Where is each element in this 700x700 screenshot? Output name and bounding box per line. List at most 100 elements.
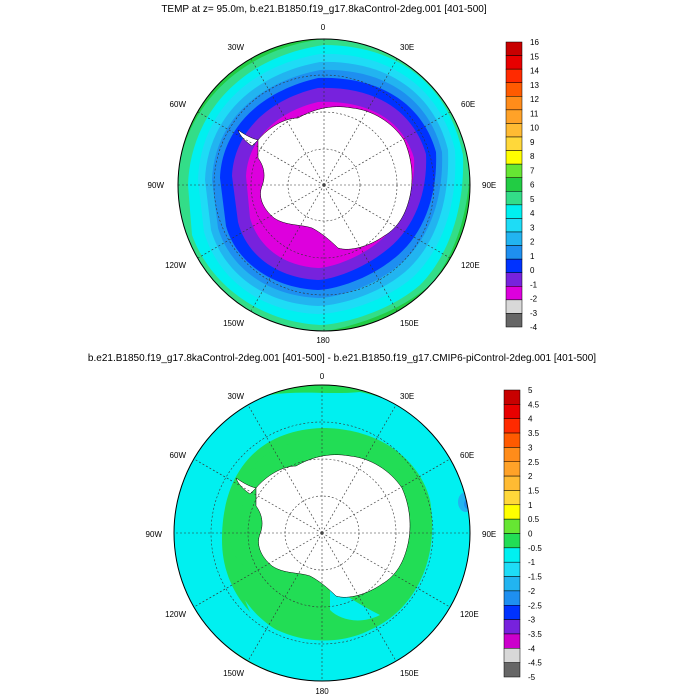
colorbar-label: -3: [528, 616, 536, 625]
svg-text:30W: 30W: [228, 392, 245, 401]
colorbar-label: -4: [530, 323, 538, 332]
colorbar-label: 2.5: [528, 458, 540, 467]
svg-text:120E: 120E: [461, 261, 480, 270]
panel-bottom: b.e21.B1850.f19_g17.8kaControl-2deg.001 …: [88, 353, 596, 696]
svg-text:30E: 30E: [400, 392, 414, 401]
colorbar-label: -2.5: [528, 601, 542, 610]
svg-text:120W: 120W: [165, 261, 186, 270]
colorbar-label: -1.5: [528, 573, 542, 582]
colorbar-swatch: [503, 533, 521, 549]
colorbar-label: 14: [530, 67, 539, 76]
colorbar-swatch: [503, 590, 521, 606]
colorbar-label: 3.5: [528, 429, 540, 438]
colorbar-swatch: [505, 204, 523, 219]
svg-text:90E: 90E: [482, 181, 496, 190]
colorbar-label: 8: [530, 152, 535, 161]
colorbar-swatch: [503, 518, 521, 534]
svg-text:90W: 90W: [148, 181, 165, 190]
svg-text:60E: 60E: [461, 100, 475, 109]
colorbar-swatch: [503, 475, 521, 491]
colorbar-label: 10: [530, 124, 539, 133]
svg-text:60W: 60W: [170, 451, 187, 460]
svg-text:90E: 90E: [482, 530, 496, 539]
svg-text:90W: 90W: [146, 530, 163, 539]
panel-bottom-title: b.e21.B1850.f19_g17.8kaControl-2deg.001 …: [88, 353, 596, 364]
colorbar-label: 12: [530, 95, 539, 104]
colorbar-label: 1.5: [528, 486, 540, 495]
colorbar-swatch: [505, 41, 523, 56]
colorbar-swatch: [505, 109, 523, 124]
colorbar-swatch: [503, 561, 521, 577]
colorbar-label: 16: [530, 38, 539, 47]
colorbar-label: 4: [528, 415, 533, 424]
colorbar-swatch: [503, 461, 521, 477]
colorbar-label: 5: [530, 195, 535, 204]
colorbar-label: 3: [530, 223, 535, 232]
colorbar-swatch: [505, 245, 523, 260]
colorbar-swatch: [505, 191, 523, 206]
colorbar-label: 2: [530, 238, 535, 247]
colorbar-swatch: [503, 619, 521, 635]
colorbar-swatch: [503, 432, 521, 448]
colorbar-label: 0.5: [528, 515, 540, 524]
colorbar-swatch: [503, 547, 521, 563]
colorbar-label: 0: [528, 530, 533, 539]
colorbar-swatch: [505, 286, 523, 301]
lon-labels-top: 0 30E 60E 90E 120E 150E 180 150W 120W 90…: [148, 23, 497, 345]
colorbar-swatch: [503, 418, 521, 434]
svg-text:150E: 150E: [400, 319, 419, 328]
colorbar-label: -2: [530, 295, 538, 304]
colorbar-label: 2: [528, 472, 533, 481]
svg-text:0: 0: [320, 372, 325, 381]
colorbar-label: 5: [528, 386, 533, 395]
colorbar-swatch: [503, 662, 521, 678]
colorbar-label: 4.5: [528, 400, 540, 409]
colorbar-swatch: [503, 404, 521, 419]
colorbar-label: 11: [530, 109, 539, 118]
svg-text:150W: 150W: [223, 319, 244, 328]
colorbar-swatch: [505, 258, 523, 273]
colorbar-label: 1: [528, 501, 533, 510]
colorbar-swatch: [503, 576, 521, 592]
colorbar-label: -3.5: [528, 630, 542, 639]
colorbar-label: 15: [530, 52, 539, 61]
colorbar-label: -1: [530, 280, 538, 289]
colorbar-swatch: [505, 96, 523, 111]
colorbar-label: -4.5: [528, 659, 542, 668]
svg-text:60W: 60W: [170, 100, 187, 109]
colorbar-label: -4: [528, 644, 536, 653]
colorbar-swatch: [505, 177, 523, 192]
map-bottom: [174, 385, 470, 681]
colorbar-swatch: [505, 136, 523, 151]
colorbar-label: 1: [530, 252, 535, 261]
svg-text:120E: 120E: [460, 610, 479, 619]
svg-text:180: 180: [315, 687, 329, 696]
svg-text:30E: 30E: [400, 43, 414, 52]
svg-text:150W: 150W: [223, 669, 244, 678]
svg-text:180: 180: [316, 336, 330, 345]
colorbar-swatch: [503, 447, 521, 462]
colorbar-label: 4: [530, 209, 535, 218]
colorbar-swatch: [505, 150, 523, 165]
colorbar-label: -5: [528, 673, 536, 682]
colorbar-swatch: [505, 299, 523, 314]
colorbar-swatch: [503, 389, 521, 405]
svg-text:120W: 120W: [165, 610, 186, 619]
colorbar-swatch: [505, 68, 523, 83]
panel-top-title: TEMP at z= 95.0m, b.e21.B1850.f19_g17.8k…: [161, 4, 487, 15]
colorbar-swatch: [503, 490, 521, 506]
panel-top: TEMP at z= 95.0m, b.e21.B1850.f19_g17.8k…: [148, 4, 540, 345]
colorbar-label: 9: [530, 138, 535, 147]
colorbar-swatch: [505, 313, 523, 328]
map-top: [178, 39, 470, 331]
svg-text:30W: 30W: [228, 43, 245, 52]
colorbar-label: 13: [530, 81, 539, 90]
svg-text:150E: 150E: [400, 669, 419, 678]
colorbar-swatch: [505, 231, 523, 246]
colorbar-label: 3: [528, 443, 533, 452]
colorbar-label: -2: [528, 587, 536, 596]
colorbar-swatch: [503, 504, 521, 520]
svg-text:0: 0: [321, 23, 326, 32]
colorbar-swatch: [505, 218, 523, 233]
